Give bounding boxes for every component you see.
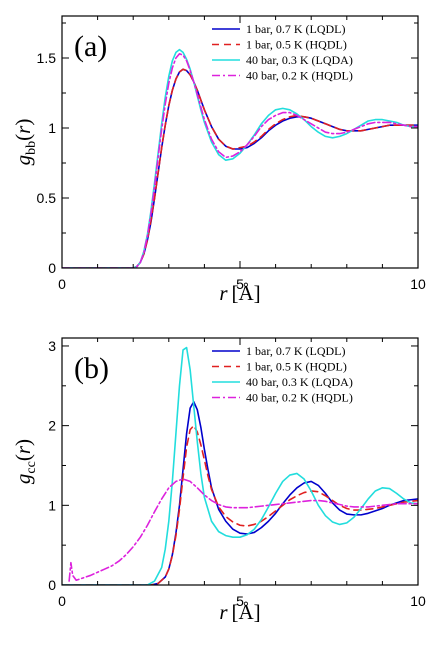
y-tick-label: 1.5: [37, 50, 57, 66]
y-tick-label: 0: [48, 260, 56, 276]
y-tick-label: 0: [48, 577, 56, 593]
x-tick-label: 0: [58, 593, 66, 609]
legend-entry: 1 bar, 0.7 K (LQDL): [246, 344, 346, 358]
series-line-2: [62, 68, 418, 268]
chart-panel-1: 0 5 10 0 0.5 1 1.5 (a) 1 bar, 0.7 K (LQDL) 1 bar,…: [11, 15, 426, 305]
legend-entry: 40 bar, 0.3 K (LQDA): [246, 53, 353, 67]
plot-frame: [61, 15, 419, 269]
chart-panel-2: 0 5 10 0 1 2 3 (b) 1 bar, 0.7 K (LQDL) 1 bar, 0.5…: [11, 337, 426, 624]
y-tick-label: 3: [48, 338, 56, 354]
series-line-1: [62, 68, 418, 268]
legend-entry: 40 bar, 0.3 K (LQDA): [246, 375, 353, 389]
y-tick-label: 1: [48, 497, 56, 513]
x-axis-label: r [Å]: [219, 281, 260, 305]
legend-entry: 40 bar, 0.2 K (HQDL): [246, 391, 353, 405]
legend-entry: 1 bar, 0.5 K (HQDL): [246, 38, 347, 52]
panel-label: (b): [74, 352, 109, 385]
y-tick-label: 0.5: [37, 190, 57, 206]
series-line-1: [62, 400, 418, 585]
legend-entry: 40 bar, 0.2 K (HQDL): [246, 69, 353, 83]
legend-entry: 1 bar, 0.7 K (LQDL): [246, 22, 346, 36]
series-group: [62, 48, 418, 268]
y-tick-label: 1: [48, 120, 56, 136]
x-tick-label: 10: [410, 276, 426, 292]
x-axis-label: r [Å]: [219, 600, 260, 624]
x-tick-label: 5: [236, 593, 244, 609]
panel-label: (a): [74, 30, 107, 63]
series-line-3: [62, 48, 418, 268]
y-axis-label: gcc(r): [11, 439, 39, 484]
y-tick-label: 2: [48, 418, 56, 434]
series-line-2: [62, 424, 418, 585]
x-tick-label: 0: [58, 276, 66, 292]
plot-frame: [61, 337, 419, 586]
series-line-4: [68, 478, 418, 582]
y-axis-label: gbb(r): [11, 119, 39, 166]
x-tick-label: 5: [236, 276, 244, 292]
series-line-4: [62, 53, 418, 268]
legend-entry: 1 bar, 0.5 K (HQDL): [246, 360, 347, 374]
x-tick-label: 10: [410, 593, 426, 609]
series-group: [62, 346, 418, 585]
series-line-3: [62, 346, 418, 585]
